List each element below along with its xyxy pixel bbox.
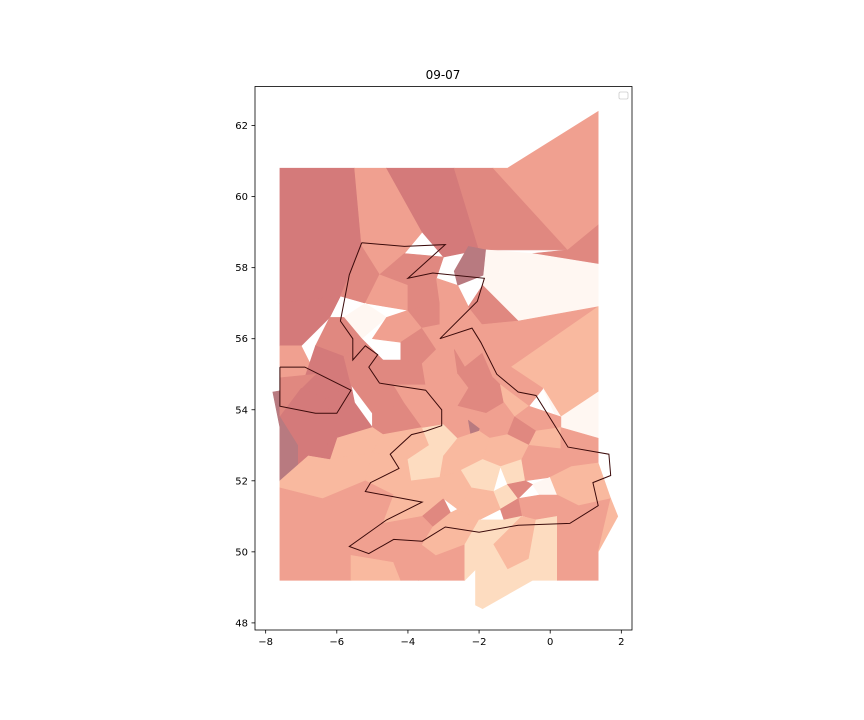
voronoi-cell-73 [506, 480, 533, 500]
voronoi-cell-71 [460, 459, 501, 492]
x-tick-label: 2 [618, 637, 624, 648]
great-britain-outline [339, 242, 612, 555]
x-axis: −8 −6 −4 −2 0 2 [258, 630, 625, 648]
voronoi-cell-75 [457, 487, 501, 521]
coastline-outlines [279, 242, 612, 555]
voronoi-cell-2 [386, 167, 480, 258]
y-tick-label: 62 [235, 121, 248, 132]
y-tick-label: 50 [235, 547, 248, 558]
voronoi-cell-9 [453, 246, 494, 286]
voronoi-cell-1 [354, 167, 423, 254]
legend-box [618, 91, 629, 100]
x-tick-label: −2 [472, 637, 487, 648]
axes-frame [254, 86, 633, 631]
y-tick-label: 48 [235, 618, 248, 629]
x-tick-label: −8 [258, 637, 273, 648]
y-tick-label: 60 [235, 192, 248, 203]
voronoi-cells [272, 110, 619, 610]
y-axis: 48 50 52 54 56 58 60 62 [235, 121, 255, 629]
voronoi-cell-6 [279, 295, 341, 347]
y-tick-label: 58 [235, 263, 248, 274]
voronoi-cell-4 [492, 110, 599, 251]
voronoi-cell-85 [528, 515, 558, 581]
y-tick-label: 54 [235, 405, 248, 416]
voronoi-cell-87 [597, 497, 619, 552]
y-tick-label: 52 [235, 476, 248, 487]
x-tick-label: 0 [547, 637, 553, 648]
ireland-outline [279, 366, 352, 414]
y-tick-label: 56 [235, 334, 248, 345]
voronoi-cell-33 [325, 384, 373, 439]
x-tick-label: −4 [401, 637, 416, 648]
plot-title: 09-07 [426, 68, 461, 82]
x-tick-label: −6 [329, 637, 344, 648]
